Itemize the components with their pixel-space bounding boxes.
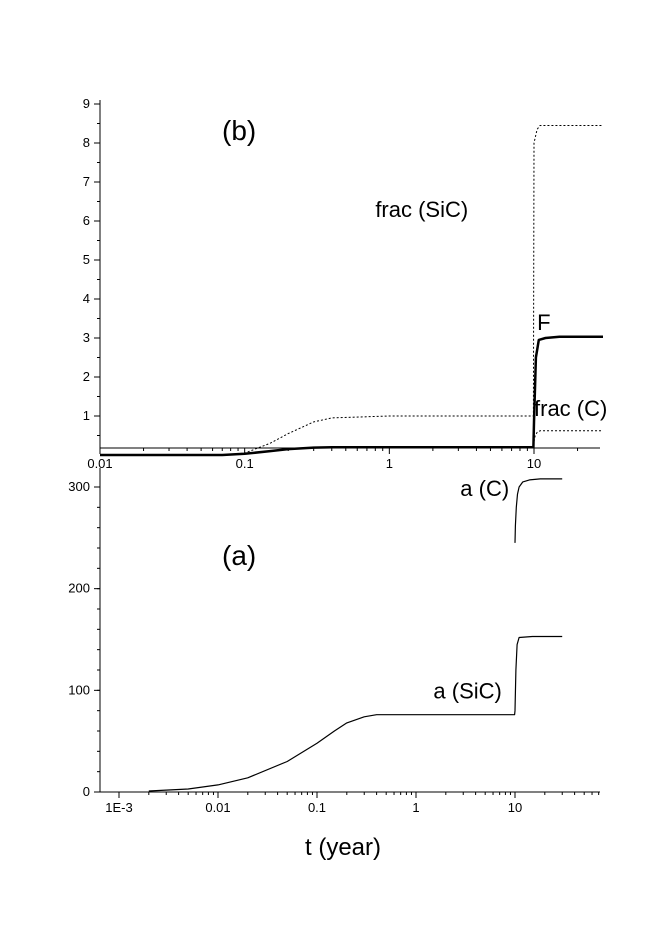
x-tick-label: 1 — [386, 456, 393, 471]
series-line-a-c — [514, 478, 563, 543]
x-axis-title: t (year) — [305, 834, 381, 861]
y-tick-label: 2 — [83, 369, 90, 384]
series-annotation: frac (SiC) — [375, 197, 468, 222]
series-annotation: a (C) — [460, 476, 509, 501]
x-tick-label: 10 — [508, 800, 522, 815]
x-tick-label: 0.01 — [205, 800, 230, 815]
x-tick-label: 10 — [527, 456, 541, 471]
y-tick-label: 9 — [83, 96, 90, 111]
y-tick-label: 1 — [83, 408, 90, 423]
series-line-f — [100, 335, 603, 457]
y-tick-label: 8 — [83, 135, 90, 150]
y-tick-label: 200 — [68, 581, 90, 596]
series-annotation: F — [537, 310, 550, 335]
y-tick-label: 5 — [83, 252, 90, 267]
x-tick-label: 0.1 — [236, 456, 254, 471]
y-tick-label: 4 — [83, 291, 90, 306]
x-tick-label: 0.1 — [308, 800, 326, 815]
y-tick-label: 7 — [83, 174, 90, 189]
series-line-frac-sic — [100, 125, 603, 456]
y-tick-label: 100 — [68, 682, 90, 697]
series-annotation: frac (C) — [534, 396, 607, 421]
y-tick-label: 300 — [68, 479, 90, 494]
x-tick-label: 1E-3 — [105, 800, 132, 815]
x-tick-label: 1 — [412, 800, 419, 815]
series-annotation: a (SiC) — [433, 678, 501, 703]
panel-b-label: (b) — [222, 115, 256, 146]
y-tick-label: 3 — [83, 330, 90, 345]
series-line-a-sic — [148, 635, 563, 792]
x-tick-label: 0.01 — [87, 456, 112, 471]
y-tick-label: 0 — [83, 784, 90, 799]
y-tick-label: 6 — [83, 213, 90, 228]
panel-a-label: (a) — [222, 540, 256, 571]
series-line-frac-c — [533, 430, 603, 442]
